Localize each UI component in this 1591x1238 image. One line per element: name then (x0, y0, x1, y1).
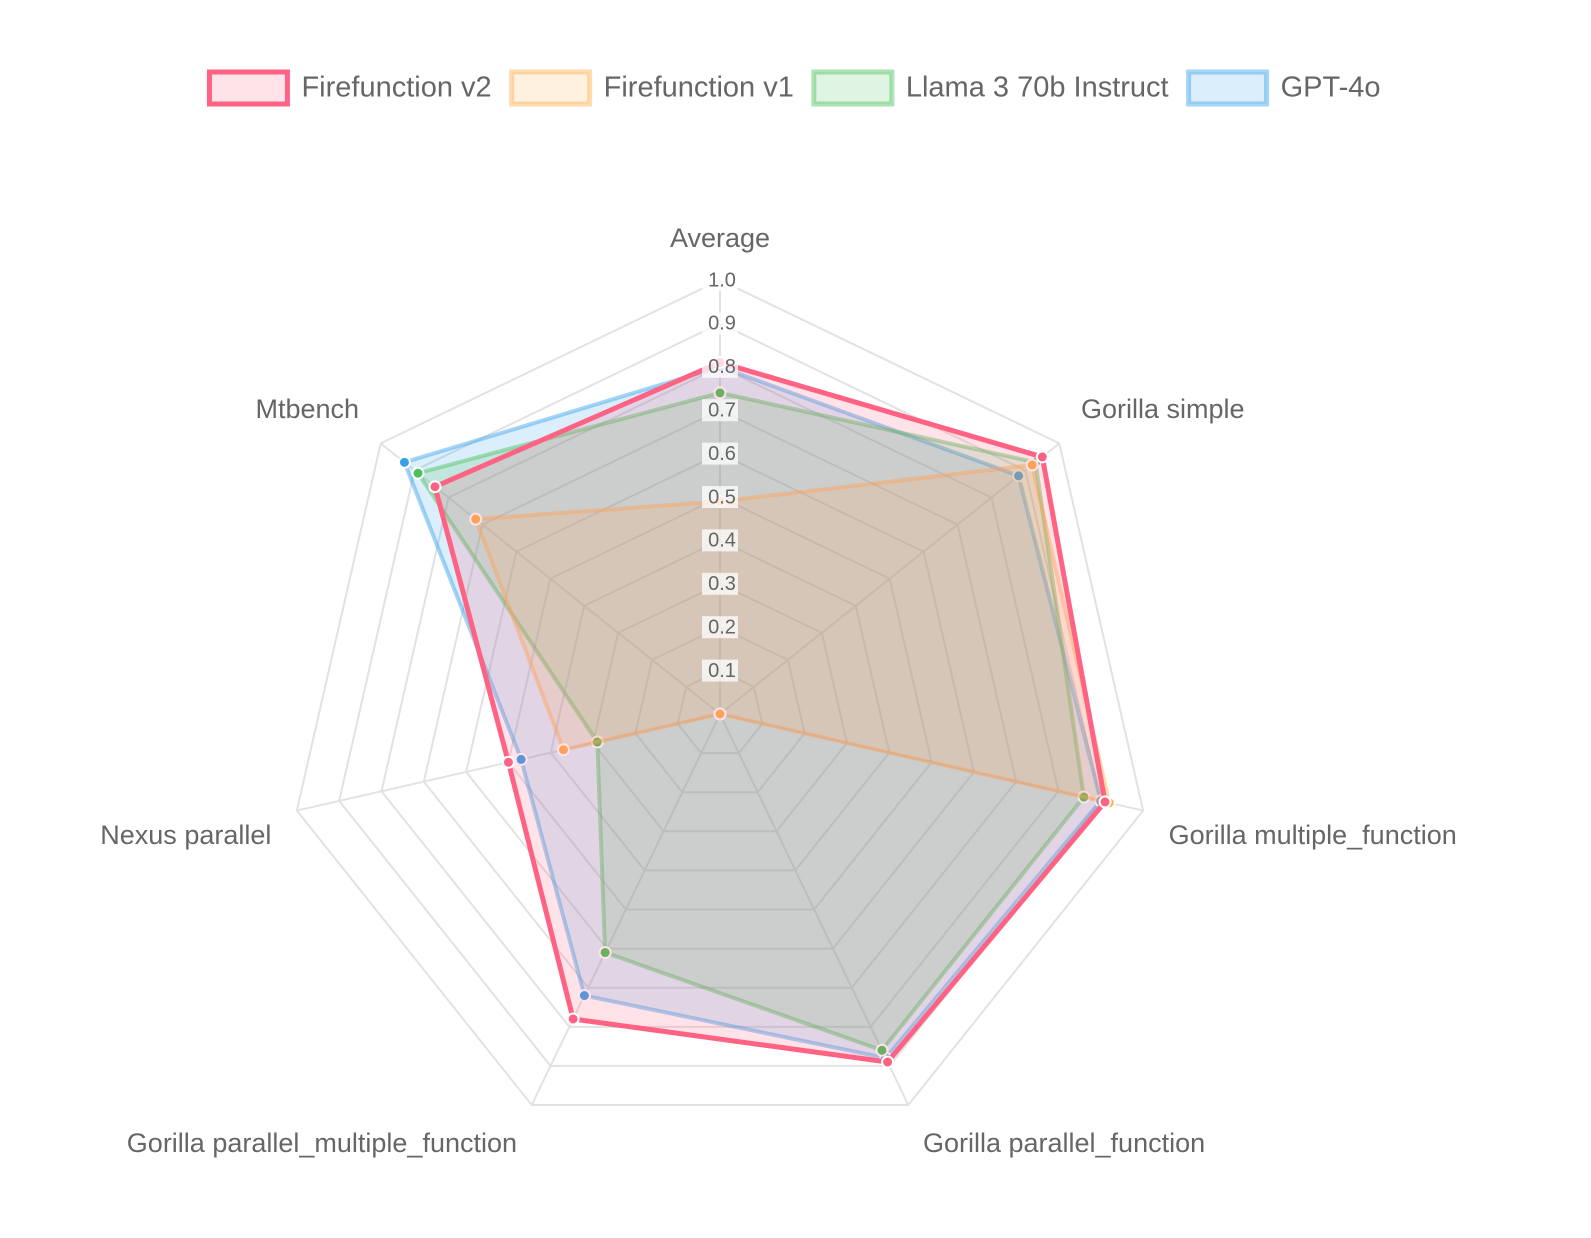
data-point (881, 1055, 895, 1069)
tick-label-bg (702, 486, 738, 508)
legend-label: Firefunction v1 (604, 72, 794, 104)
axis-label: Nexus parallel (100, 820, 271, 850)
tick-label: 0.1 (708, 660, 736, 682)
grid-ring (591, 582, 849, 833)
tick-label-bg (702, 529, 738, 552)
axis-label: Mtbench (255, 394, 359, 424)
data-point (577, 989, 591, 1003)
tick-label: 0.3 (708, 573, 736, 595)
spoke (719, 713, 910, 1106)
grid-ring (676, 669, 764, 755)
legend-label: Llama 3 70b Instruct (906, 72, 1169, 104)
series-area (432, 359, 1108, 1065)
data-point (501, 755, 515, 769)
series-area (416, 390, 1086, 1053)
data-point (875, 1043, 889, 1057)
data-point (598, 946, 612, 960)
tick-label: 0.2 (708, 616, 736, 638)
data-point (1035, 450, 1049, 464)
grid-ring (549, 539, 891, 872)
data-point (469, 512, 483, 526)
spoke (530, 713, 721, 1106)
data-point (556, 743, 570, 757)
grid-ring (422, 409, 1018, 989)
legend-swatch (1186, 69, 1270, 107)
tick-label: 0.8 (708, 356, 736, 378)
grid-ring (295, 278, 1145, 1107)
data-point (1025, 458, 1039, 472)
axis-label: Gorilla parallel_function (923, 1128, 1205, 1158)
tick-label: 0.4 (708, 530, 736, 552)
tick-label-bg (702, 616, 738, 639)
data-point (713, 386, 727, 400)
tick-label: 0.9 (708, 313, 736, 335)
spoke (719, 442, 1060, 715)
axis-label: Average (670, 223, 770, 253)
tick-label-bg (702, 399, 738, 422)
grid-ring (338, 322, 1102, 1067)
grid-ring (380, 365, 1060, 1028)
tick-label-bg (702, 355, 738, 378)
data-point (1012, 469, 1026, 483)
data-point (590, 735, 604, 749)
axis-label: Gorilla parallel_multiple_function (127, 1128, 517, 1158)
grid-ring (634, 626, 806, 794)
tick-label: 0.6 (708, 443, 736, 465)
axis-label: Gorilla simple (1081, 394, 1245, 424)
legend-label: GPT-4o (1281, 72, 1381, 104)
legend-item: Firefunction v2 (206, 69, 492, 107)
legend-item: Llama 3 70b Instruct (811, 69, 1169, 107)
legend-swatch (811, 69, 895, 107)
grid-ring (507, 495, 933, 911)
tick-label-bg (702, 312, 738, 335)
legend-swatch (509, 69, 593, 107)
grid-ring (465, 452, 975, 950)
tick-label-bg (702, 659, 738, 682)
tick-label: 0.5 (708, 486, 736, 508)
legend-label: Firefunction v2 (301, 72, 491, 104)
legend: Firefunction v2 Firefunction v1 Llama 3 70… (206, 69, 1381, 107)
tick-label: 1.0 (708, 269, 736, 291)
tick-label: 0.7 (708, 399, 736, 421)
data-point (1077, 790, 1091, 804)
axis-label: Gorilla multiple_function (1169, 820, 1457, 850)
data-point (566, 1012, 580, 1026)
series-area (402, 364, 1103, 1061)
data-point (428, 480, 442, 494)
legend-swatch (206, 69, 290, 107)
tick-label-bg (702, 269, 738, 291)
legend-item: GPT-4o (1186, 69, 1381, 107)
legend-item: Firefunction v1 (509, 69, 794, 107)
data-point (713, 707, 727, 721)
spoke (719, 713, 1144, 812)
tick-label-bg (702, 442, 738, 465)
data-point (411, 466, 425, 480)
data-point (514, 752, 528, 766)
data-point (1098, 795, 1112, 809)
data-point (397, 455, 411, 469)
tick-label-bg (702, 572, 738, 595)
